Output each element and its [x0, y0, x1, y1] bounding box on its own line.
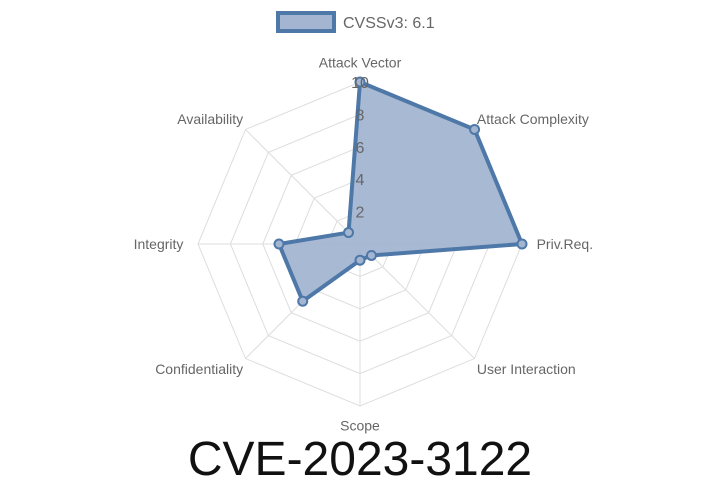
data-point[interactable]: [516, 238, 528, 250]
axis-labels: Attack Vector Attack Complexity Priv.Req. U…: [134, 54, 594, 433]
axis-label: User Interaction: [477, 361, 576, 377]
axis-label: Priv.Req.: [537, 236, 594, 252]
data-point[interactable]: [354, 254, 366, 266]
axis-label: Attack Vector: [319, 54, 402, 70]
tick-labels: 2 4 6 8 10: [351, 75, 369, 222]
tick-label: 4: [356, 172, 365, 189]
data-point[interactable]: [469, 123, 481, 135]
chart-title: CVE-2023-3122: [187, 433, 533, 486]
axis-label: Attack Complexity: [477, 111, 589, 127]
grid-spoke: [359, 243, 475, 359]
axis-label: Scope: [340, 418, 380, 434]
tick-label: 10: [351, 75, 369, 92]
tick-label: 2: [356, 205, 365, 222]
data-point[interactable]: [297, 295, 309, 307]
legend-label: CVSSv3: 6.1: [343, 15, 435, 32]
legend[interactable]: CVSSv3: 6.1: [276, 11, 435, 33]
grid-spoke: [245, 129, 361, 245]
series-area: [273, 76, 528, 307]
tick-label: 8: [356, 107, 365, 124]
legend-swatch: [276, 11, 336, 33]
axis-label: Integrity: [134, 236, 184, 252]
data-point[interactable]: [354, 76, 366, 88]
tick-label: 6: [356, 140, 365, 157]
data-point[interactable]: [273, 238, 285, 250]
axis-label: Confidentiality: [155, 361, 243, 377]
data-point[interactable]: [365, 249, 377, 261]
data-point[interactable]: [343, 227, 355, 239]
axis-label: Availability: [177, 111, 243, 127]
